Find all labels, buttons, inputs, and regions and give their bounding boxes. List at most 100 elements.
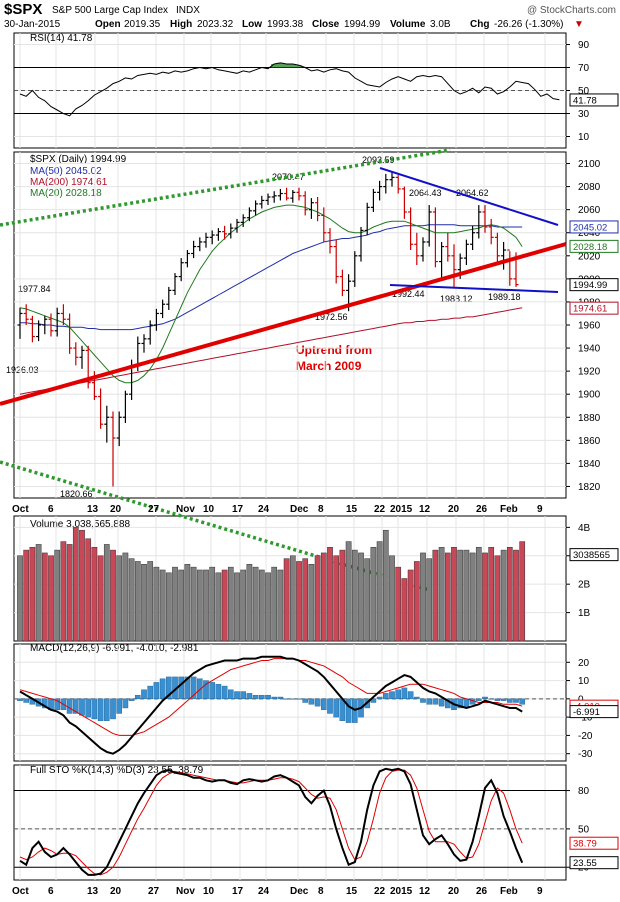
- volume-bar: [432, 549, 439, 642]
- macd-histogram-bar: [184, 676, 191, 700]
- ohlc-bar: [17, 307, 23, 339]
- ohlc-bar: [42, 315, 48, 335]
- ytick-label-price-13: 2080: [578, 182, 601, 193]
- volume-bar: [358, 552, 364, 642]
- macd-histogram-bar: [500, 698, 507, 701]
- ohlc-bar: [321, 207, 327, 242]
- macd-histogram-bar: [165, 676, 172, 700]
- volume-bar: [519, 541, 526, 642]
- macd-histogram-bar: [308, 698, 315, 705]
- xtick-price-6: 10: [203, 504, 215, 515]
- volume-bar: [85, 538, 92, 642]
- macd-histogram-bar: [333, 698, 340, 718]
- volume-bar: [35, 544, 42, 642]
- ohlc-bar: [259, 195, 265, 209]
- ma20-line: [19, 204, 523, 384]
- ohlc-bar: [48, 313, 54, 337]
- value-tag-ma20: 2028.18: [573, 242, 607, 253]
- xtick-price-1: 6: [48, 504, 54, 515]
- ytick-label-vol-1: 2B: [578, 580, 591, 591]
- anno-1926: 1926.03: [6, 365, 39, 375]
- header-volume-label: Volume: [390, 19, 426, 30]
- ohlc-bar: [85, 345, 91, 389]
- watermark: @ StockCharts.com: [527, 5, 616, 16]
- ytick-label-macd-5: 20: [578, 658, 590, 669]
- header-low: 1993.38: [267, 19, 304, 30]
- macd-histogram-bar: [215, 684, 222, 700]
- ytick-label-macd-4: 10: [578, 676, 590, 687]
- value-tag-box-volume: [569, 548, 619, 562]
- wedge-upper-line: [379, 167, 559, 226]
- xtick-price-13: 2015: [390, 504, 413, 515]
- value-tag-macd: -6.991: [573, 707, 600, 718]
- macd-histogram-bar: [128, 698, 135, 701]
- volume-bar: [66, 544, 73, 642]
- xtick-price-16: 26: [476, 504, 488, 515]
- macd-histogram-bar: [345, 698, 352, 723]
- macd-histogram-bar: [203, 680, 209, 700]
- volume-bar: [79, 529, 85, 642]
- macd-histogram-bar: [457, 698, 464, 709]
- volume-bar: [308, 564, 315, 642]
- macd-histogram-bar: [147, 685, 154, 700]
- volume-bar: [48, 555, 54, 642]
- ohlc-bar: [36, 320, 42, 342]
- ohlc-bar: [445, 232, 451, 262]
- ohlc-bar: [141, 334, 147, 353]
- ma50-line: [20, 224, 523, 331]
- macd-histogram-bar: [17, 698, 23, 701]
- value-tag-volume: 3038565: [573, 550, 610, 561]
- ohlc-bar: [166, 286, 172, 311]
- xtick-sto-16: 26: [476, 886, 488, 897]
- ohlc-bar: [228, 223, 234, 239]
- volume-bar: [54, 549, 61, 642]
- panel-frame-sto: [13, 764, 567, 881]
- xtick-sto-12: 22: [374, 886, 386, 897]
- header-symbol: $SPX: [4, 1, 42, 18]
- ytick-label-price-2: 1860: [578, 436, 601, 447]
- anno-uptrend-line2: March 2009: [296, 359, 362, 373]
- sto-d-line: [19, 769, 523, 876]
- volume-bar: [463, 549, 470, 642]
- volume-bar: [500, 549, 507, 642]
- ohlc-bar: [240, 214, 246, 227]
- macd-histogram-bar: [389, 691, 395, 700]
- macd-histogram-bar: [314, 698, 321, 707]
- sto-k-line: [19, 767, 524, 876]
- volume-bar: [283, 558, 290, 642]
- volume-bar: [60, 541, 67, 642]
- ohlc-bar: [147, 320, 153, 345]
- ohlc-bar: [451, 244, 457, 289]
- ohlc-bar: [79, 345, 85, 369]
- macd-histogram-bar: [54, 698, 60, 711]
- macd-histogram-bar: [321, 698, 327, 711]
- volume-bar: [327, 547, 333, 642]
- value-tag-sto-k: 23.55: [573, 858, 597, 869]
- xtick-price-8: 24: [258, 504, 270, 515]
- macd-histogram-bar: [42, 698, 48, 709]
- ohlc-bar: [284, 187, 290, 201]
- ohlc-bar: [122, 390, 128, 424]
- header-chg: -26.26 (-1.30%): [494, 19, 563, 30]
- ohlc-bar: [203, 232, 209, 248]
- ohlc-bar: [271, 191, 277, 203]
- macd-histogram-bar: [476, 698, 482, 701]
- macd-histogram-bar: [271, 696, 278, 700]
- macd-histogram-bar: [110, 698, 116, 720]
- header-low-label: Low: [242, 19, 262, 30]
- macd-histogram-bar: [240, 691, 247, 700]
- macd-histogram-bar: [513, 698, 519, 703]
- legend-ma20: MA(20) 2028.18: [30, 188, 102, 199]
- ohlc-bar: [184, 250, 190, 268]
- ytick-label-macd-2: -10: [578, 713, 593, 724]
- upper-channel-line: [0, 148, 451, 227]
- anno-low-1992: 1992.44: [392, 289, 425, 299]
- ohlc-bar: [73, 342, 79, 366]
- value-tag-box-ma20: [569, 239, 619, 253]
- ohlc-bar: [67, 313, 73, 354]
- ohlc-bar: [494, 232, 500, 262]
- ytick-label-rsi-1: 30: [578, 109, 590, 120]
- xtick-sto-4: 27: [148, 886, 160, 897]
- volume-bar: [438, 547, 445, 642]
- macd-histogram-bar: [265, 694, 271, 700]
